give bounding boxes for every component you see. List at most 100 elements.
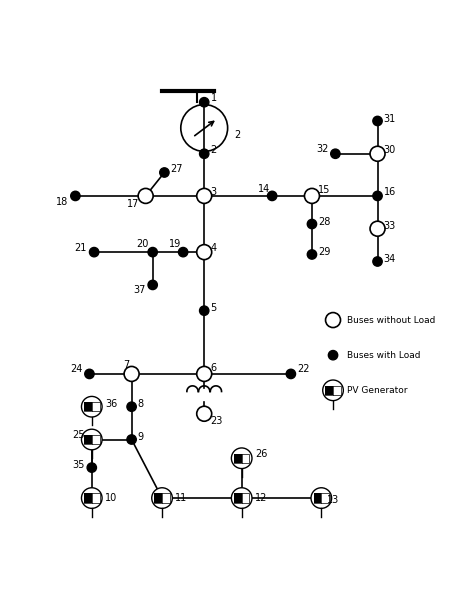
- Bar: [92, 402, 100, 411]
- Circle shape: [124, 367, 139, 381]
- Circle shape: [197, 245, 212, 259]
- Text: 8: 8: [137, 400, 144, 409]
- Circle shape: [286, 369, 296, 379]
- Circle shape: [231, 488, 252, 509]
- Text: 5: 5: [210, 304, 217, 313]
- Text: 3: 3: [210, 187, 217, 197]
- Circle shape: [148, 247, 157, 257]
- Text: 33: 33: [383, 222, 396, 231]
- Text: Buses with Load: Buses with Load: [347, 351, 420, 360]
- Circle shape: [148, 280, 157, 289]
- Circle shape: [82, 429, 102, 450]
- Circle shape: [307, 250, 317, 259]
- Bar: [84, 435, 100, 444]
- Text: 23: 23: [210, 416, 223, 426]
- Text: 28: 28: [318, 217, 330, 226]
- Text: 2: 2: [235, 130, 241, 140]
- Circle shape: [87, 463, 97, 472]
- Circle shape: [331, 149, 340, 159]
- Text: 32: 32: [316, 144, 328, 154]
- Text: 17: 17: [127, 200, 139, 209]
- Text: 19: 19: [169, 239, 181, 248]
- Bar: [92, 435, 100, 444]
- Bar: [321, 493, 329, 502]
- Circle shape: [127, 402, 137, 411]
- Text: 14: 14: [257, 184, 270, 194]
- Bar: [84, 493, 100, 502]
- Circle shape: [197, 406, 212, 421]
- Bar: [84, 493, 92, 502]
- Bar: [234, 493, 242, 502]
- Text: 15: 15: [318, 185, 330, 195]
- Text: 16: 16: [383, 187, 396, 197]
- Bar: [84, 402, 92, 411]
- Bar: [84, 435, 92, 444]
- Bar: [242, 453, 249, 463]
- Circle shape: [178, 247, 188, 257]
- Circle shape: [304, 188, 319, 203]
- Text: 1: 1: [211, 94, 218, 103]
- Bar: [325, 386, 333, 395]
- Text: 2: 2: [210, 145, 217, 155]
- Text: 13: 13: [328, 495, 340, 506]
- Bar: [84, 402, 100, 411]
- Text: 34: 34: [383, 254, 396, 264]
- Text: Buses without Load: Buses without Load: [347, 316, 436, 324]
- Text: PV Generator: PV Generator: [347, 386, 408, 395]
- Circle shape: [373, 191, 382, 201]
- Text: 4: 4: [210, 244, 217, 253]
- Bar: [325, 386, 341, 395]
- Circle shape: [231, 448, 252, 469]
- Circle shape: [326, 313, 340, 327]
- Text: 37: 37: [133, 285, 146, 294]
- Text: 9: 9: [137, 432, 144, 442]
- Bar: [92, 493, 100, 502]
- Bar: [314, 493, 321, 502]
- Text: 26: 26: [255, 449, 267, 458]
- Text: 21: 21: [75, 244, 87, 253]
- Circle shape: [200, 149, 209, 159]
- Text: 31: 31: [383, 114, 396, 124]
- Text: 30: 30: [383, 145, 396, 155]
- Bar: [333, 386, 341, 395]
- Circle shape: [328, 351, 337, 360]
- Text: 18: 18: [56, 196, 68, 206]
- Circle shape: [373, 257, 382, 266]
- Circle shape: [200, 306, 209, 315]
- Text: 10: 10: [105, 493, 117, 503]
- Circle shape: [82, 397, 102, 417]
- Text: 22: 22: [297, 364, 310, 375]
- Text: 11: 11: [175, 493, 187, 503]
- Circle shape: [373, 116, 382, 125]
- Text: 20: 20: [137, 239, 149, 248]
- Circle shape: [197, 367, 212, 381]
- Circle shape: [138, 188, 153, 203]
- Circle shape: [127, 435, 137, 444]
- Text: 6: 6: [210, 364, 217, 373]
- Circle shape: [267, 191, 277, 201]
- Circle shape: [71, 191, 80, 201]
- Circle shape: [152, 488, 173, 509]
- Bar: [162, 493, 170, 502]
- Bar: [242, 493, 249, 502]
- Text: 12: 12: [255, 493, 267, 503]
- Bar: [155, 493, 170, 502]
- Bar: [314, 493, 329, 502]
- Text: 27: 27: [171, 164, 183, 174]
- Circle shape: [323, 380, 343, 401]
- Circle shape: [311, 488, 332, 509]
- Text: 29: 29: [318, 247, 330, 257]
- Text: 24: 24: [70, 364, 82, 375]
- Circle shape: [160, 168, 169, 177]
- Circle shape: [370, 146, 385, 161]
- Circle shape: [85, 369, 94, 379]
- Circle shape: [307, 219, 317, 229]
- Circle shape: [200, 97, 209, 107]
- Bar: [155, 493, 162, 502]
- Text: 7: 7: [123, 360, 129, 370]
- Bar: [234, 453, 249, 463]
- Circle shape: [82, 488, 102, 509]
- Bar: [234, 493, 249, 502]
- Circle shape: [90, 247, 99, 257]
- Circle shape: [370, 221, 385, 236]
